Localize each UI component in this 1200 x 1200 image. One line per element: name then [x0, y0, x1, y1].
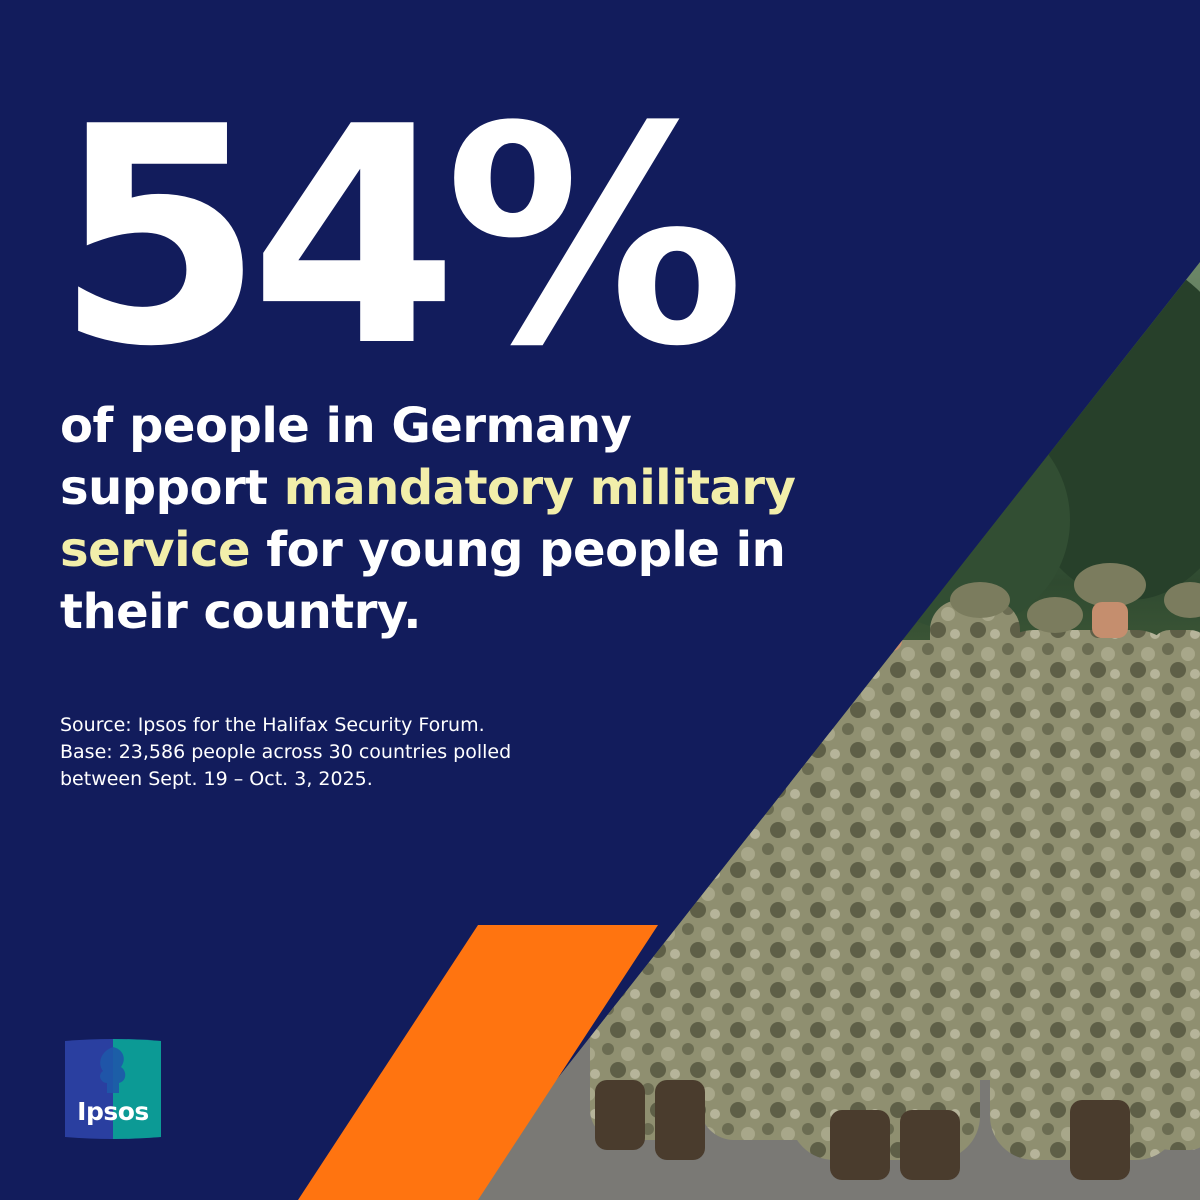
source-line-1: Source: Ipsos for the Halifax Security F…: [60, 714, 485, 736]
source-line-2: Base: 23,586 people across 30 countries …: [60, 741, 512, 763]
headline-part-2: for young people in their country.: [60, 522, 786, 640]
ipsos-logo-text: Ipsos: [77, 1097, 149, 1126]
ipsos-logo: Ipsos: [61, 1037, 165, 1141]
ipsos-logo-mark-icon: [65, 1039, 161, 1139]
orange-accent-stripe: [298, 925, 658, 1200]
headline-part-1: of people in Germany support: [60, 398, 632, 516]
source-note: Source: Ipsos for the Halifax Security F…: [60, 712, 580, 793]
headline-highlight: mandatory military service: [60, 460, 796, 578]
stat-percentage: 54%: [55, 63, 745, 412]
headline-text: of people in Germany support mandatory m…: [60, 395, 820, 643]
source-line-3: between Sept. 19 – Oct. 3, 2025.: [60, 768, 373, 790]
